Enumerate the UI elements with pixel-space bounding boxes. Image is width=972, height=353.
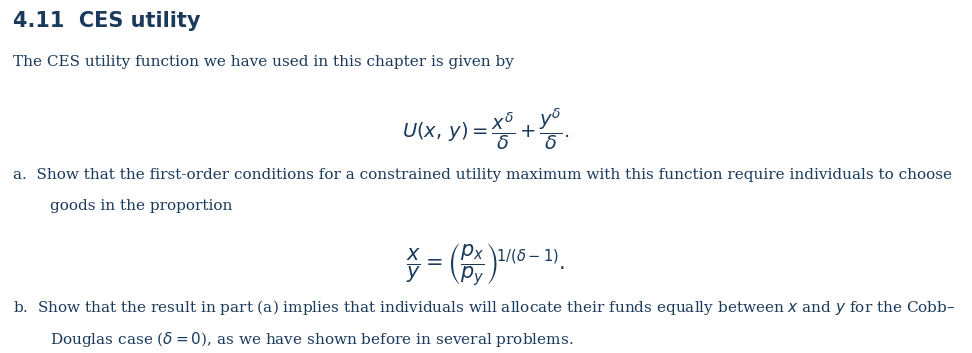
Text: The CES utility function we have used in this chapter is given by: The CES utility function we have used in… [13, 55, 513, 69]
Text: Douglas case ($\delta = 0$), as we have shown before in several problems.: Douglas case ($\delta = 0$), as we have … [50, 330, 573, 349]
Text: goods in the proportion: goods in the proportion [50, 199, 232, 214]
Text: 4.11  CES utility: 4.11 CES utility [13, 11, 200, 31]
Text: b.  Show that the result in part (a) implies that individuals will allocate thei: b. Show that the result in part (a) impl… [13, 298, 955, 317]
Text: $\dfrac{x}{y} = \left(\dfrac{p_x}{p_y}\right)^{\!1/(\delta-1)}.$: $\dfrac{x}{y} = \left(\dfrac{p_x}{p_y}\r… [406, 242, 566, 288]
Text: a.  Show that the first-order conditions for a constrained utility maximum with : a. Show that the first-order conditions … [13, 168, 952, 182]
Text: $U(x,\, y) = \dfrac{x^{\delta}}{\delta} + \dfrac{y^{\delta}}{\delta}.$: $U(x,\, y) = \dfrac{x^{\delta}}{\delta} … [402, 106, 570, 152]
